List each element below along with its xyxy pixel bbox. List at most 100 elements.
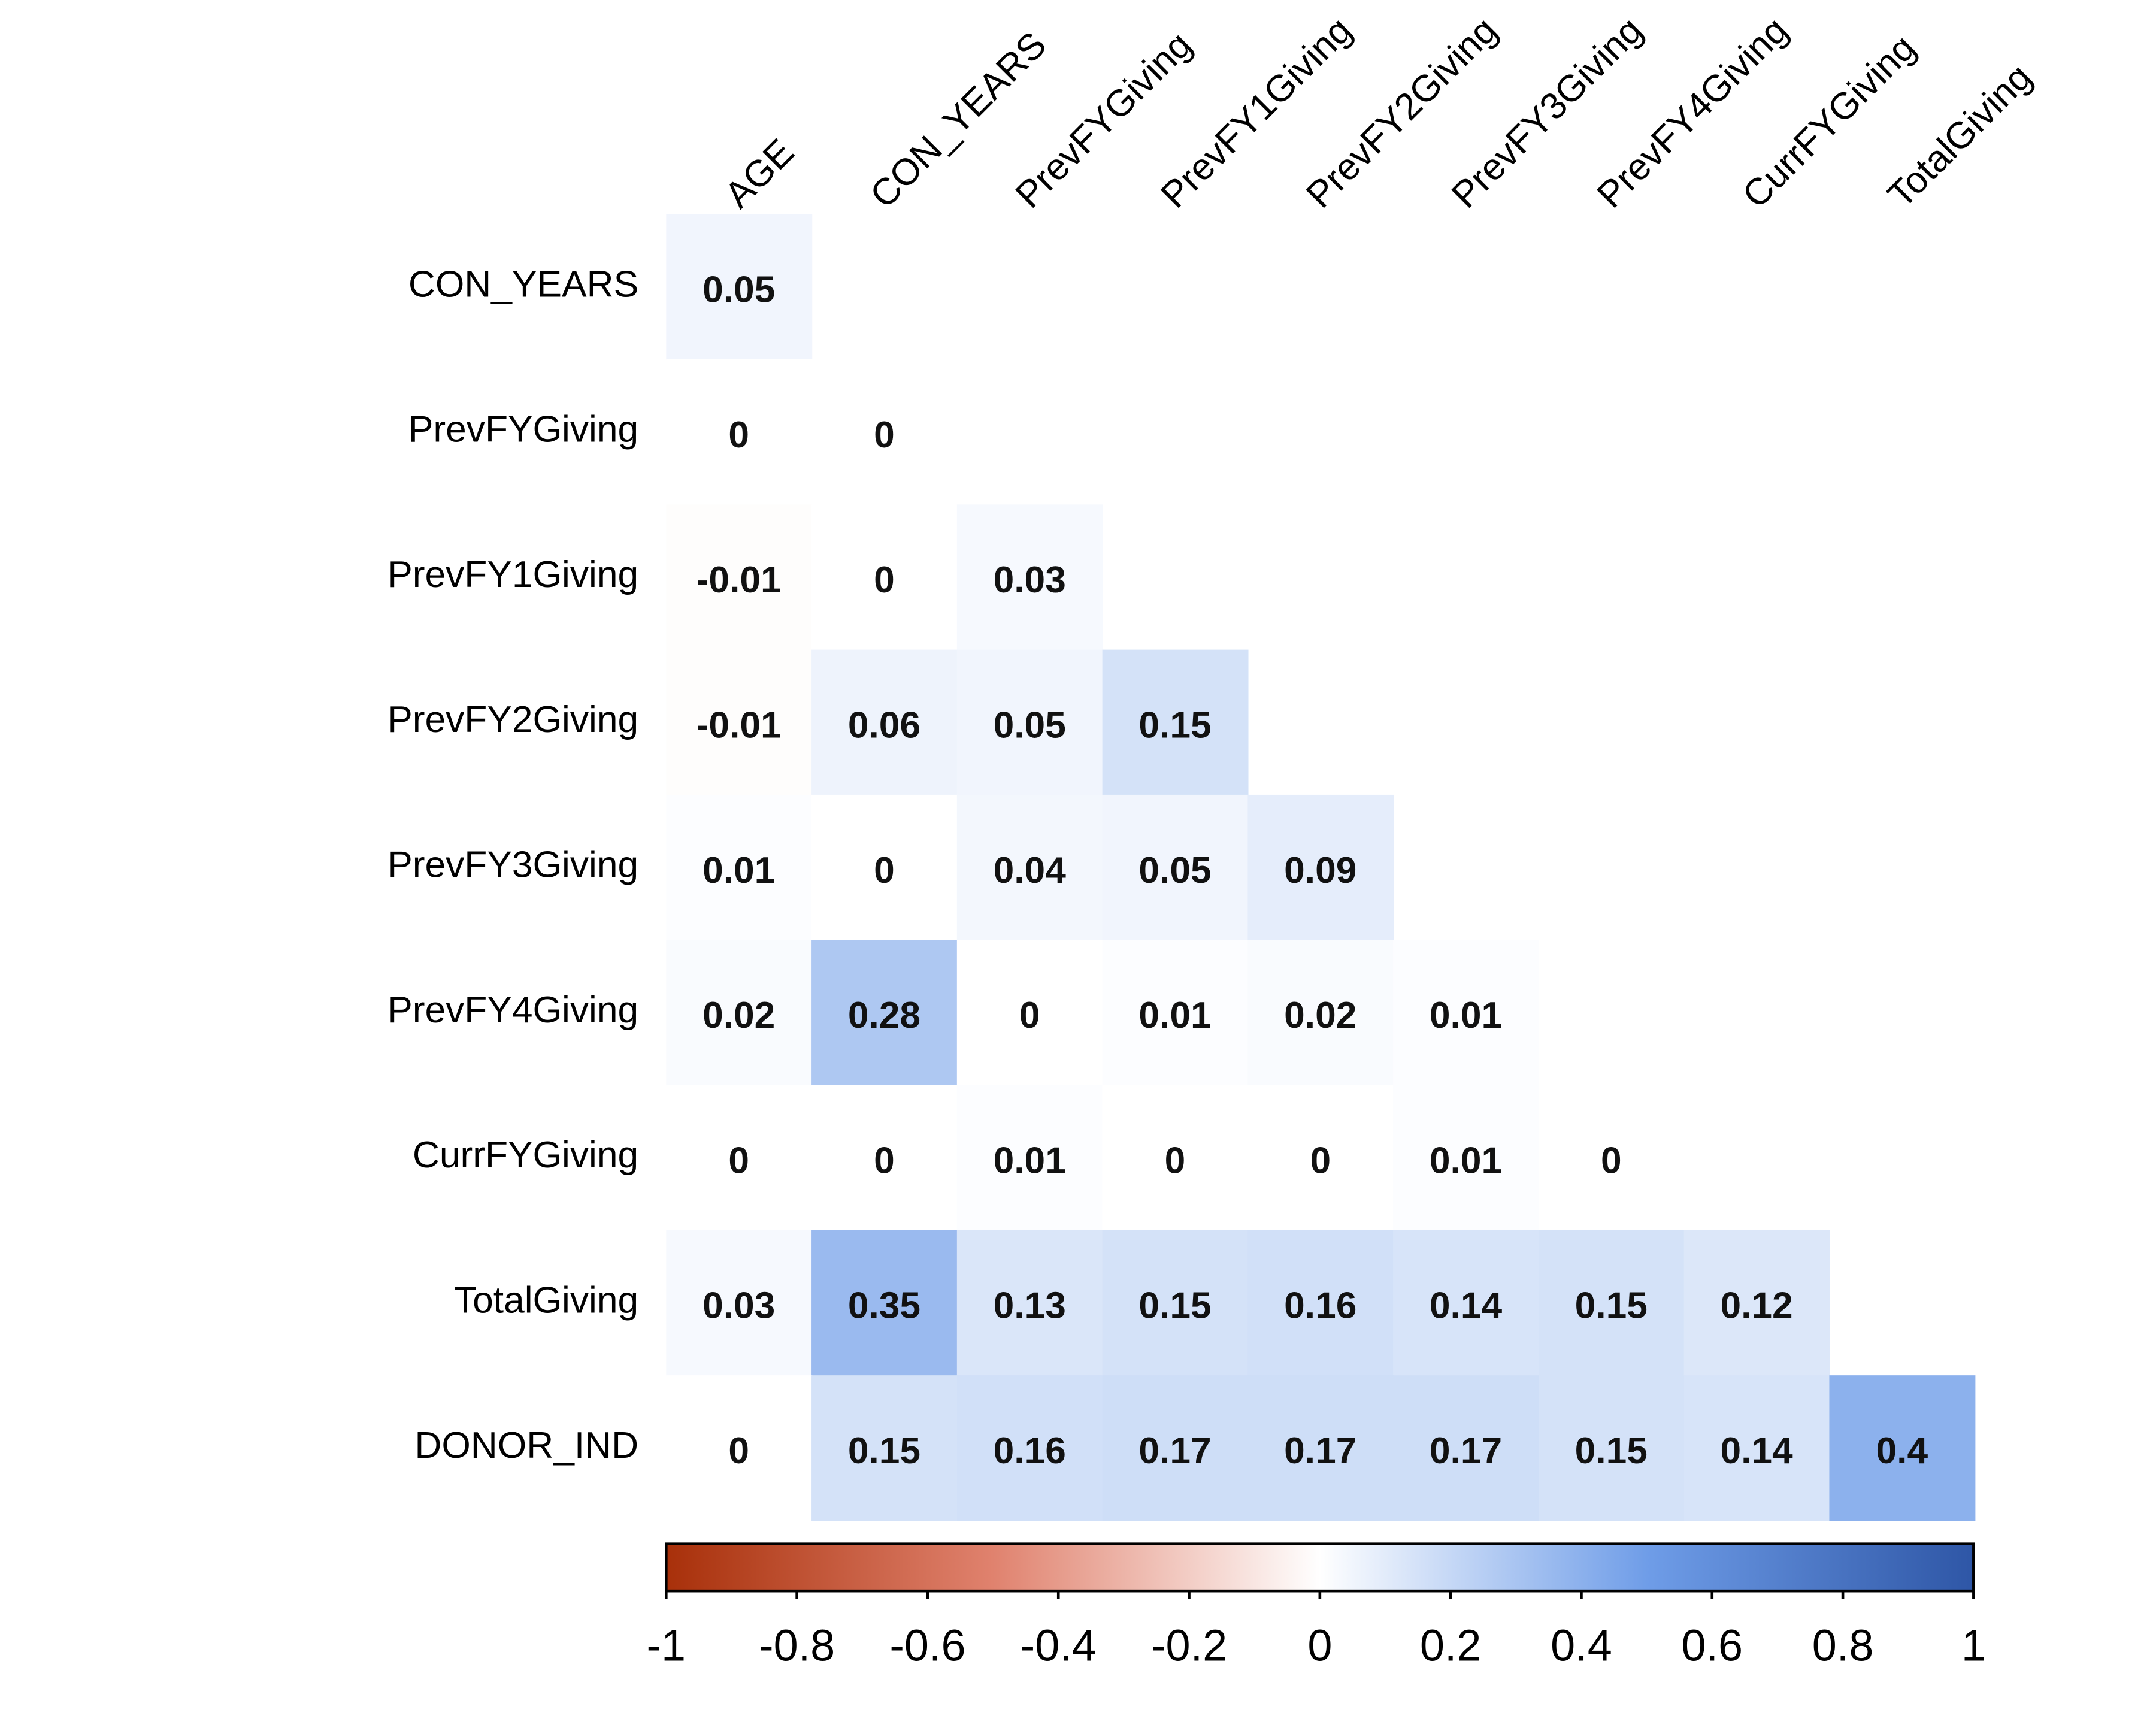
heatmap-cell (811, 794, 958, 941)
row-label: DONOR_IND (414, 1425, 638, 1466)
cell-value: 0.01 (1138, 995, 1211, 1036)
heatmap-cell (811, 1375, 958, 1521)
cell-value: 0.17 (1430, 1430, 1502, 1472)
heatmap-cell (811, 649, 958, 796)
cell-value: 0 (728, 1430, 749, 1472)
heatmap-cell (956, 1085, 1103, 1231)
heatmap-cell (956, 794, 1103, 941)
cell-value: 0.15 (1138, 704, 1211, 746)
heatmap-cell (666, 1085, 813, 1231)
row-label: CON_YEARS (408, 264, 638, 305)
cell-value: 0.14 (1430, 1285, 1503, 1327)
heatmap-cell (666, 794, 813, 941)
cell-value: 0.09 (1284, 850, 1356, 891)
cell-value: 0.03 (994, 559, 1066, 601)
heatmap-cell (1393, 1230, 1540, 1376)
colorbar (665, 1542, 1975, 1593)
row-label: CurrFYGiving (413, 1134, 638, 1176)
heatmap-cell (811, 359, 958, 506)
heatmap-cell (811, 1085, 958, 1231)
cell-value: 0 (874, 559, 895, 601)
cell-value: 0.14 (1720, 1430, 1793, 1472)
column-label: AGE (717, 131, 802, 216)
cell-value: -0.01 (697, 704, 782, 746)
colorbar-tick-label: -0.8 (759, 1621, 835, 1670)
cell-value: -0.01 (697, 559, 782, 601)
heatmap-cell (956, 1375, 1103, 1521)
colorbar-tick-label: -1 (646, 1621, 686, 1670)
cell-value: 0.04 (994, 850, 1067, 891)
cell-value: 0.12 (1720, 1285, 1792, 1327)
cell-value: 0.17 (1138, 1430, 1211, 1472)
colorbar-tick-label: 0.6 (1681, 1621, 1743, 1670)
row-label: PrevFY2Giving (387, 699, 638, 740)
colorbar-tick-label: -0.6 (889, 1621, 965, 1670)
heatmap-cell (1102, 649, 1249, 796)
heatmap-cell (811, 504, 958, 650)
cell-value: 0.02 (702, 995, 775, 1036)
heatmap-cell (1102, 1375, 1249, 1521)
heatmap-cell (956, 1230, 1103, 1376)
cell-value: 0.15 (1575, 1430, 1648, 1472)
cell-value: 0.28 (848, 995, 920, 1036)
colorbar-tick-label: 0 (1307, 1621, 1332, 1670)
cell-value: 0.17 (1284, 1430, 1356, 1472)
heatmap-cell (1102, 794, 1249, 941)
heatmap-cell (1247, 794, 1394, 941)
heatmap-cell (1538, 1230, 1685, 1376)
row-label: PrevFY3Giving (387, 845, 638, 886)
cell-value: 0.35 (848, 1285, 920, 1327)
heatmap-cell (666, 1375, 813, 1521)
heatmap-cell (811, 1230, 958, 1376)
heatmap-cell (1538, 1375, 1685, 1521)
heatmap-cell (666, 359, 813, 506)
heatmap-cell (1683, 1230, 1830, 1376)
cell-value: 0.01 (1430, 1140, 1502, 1181)
heatmap-cell (1247, 1375, 1394, 1521)
cell-value: 0.15 (848, 1430, 920, 1472)
heatmap-cell (1247, 940, 1394, 1086)
row-label: PrevFY1Giving (387, 554, 638, 595)
colorbar-tick-label: 1 (1961, 1621, 1986, 1670)
cell-value: 0 (874, 414, 895, 456)
colorbar-tick-label: 0.8 (1812, 1621, 1874, 1670)
colorbar-tick-label: 0.2 (1420, 1621, 1482, 1670)
row-label: TotalGiving (454, 1279, 638, 1321)
heatmap-cell (666, 214, 813, 361)
row-label: PrevFYGiving (408, 409, 638, 450)
heatmap-cell (1247, 1230, 1394, 1376)
heatmap-cell (1393, 1375, 1540, 1521)
cell-value: 0 (1310, 1140, 1331, 1181)
heatmap-cell (956, 940, 1103, 1086)
cell-value: 0.15 (1575, 1285, 1648, 1327)
column-label: TotalGiving (1880, 56, 2040, 216)
cell-value: 0.13 (994, 1285, 1066, 1327)
cell-value: 0.05 (702, 270, 775, 311)
heatmap-cell (1247, 1085, 1394, 1231)
heatmap-cell (811, 940, 958, 1086)
cell-value: 0.16 (1284, 1285, 1356, 1327)
colorbar-tick-label: -0.4 (1021, 1621, 1097, 1670)
heatmap-cell (1393, 1085, 1540, 1231)
heatmap-cell (666, 940, 813, 1086)
cell-value: 0 (1601, 1140, 1622, 1181)
cell-value: 0.06 (848, 704, 920, 746)
heatmap-cell (1829, 1375, 1976, 1521)
heatmap-cell (956, 504, 1103, 650)
cell-value: 0.4 (1876, 1430, 1928, 1472)
cell-value: 0 (1019, 995, 1040, 1036)
cell-value: 0 (874, 850, 895, 891)
heatmap-cell (1393, 940, 1540, 1086)
heatmap-cell (1102, 940, 1249, 1086)
heatmap-cell (1538, 1085, 1685, 1231)
cell-value: 0 (874, 1140, 895, 1181)
heatmap-cell (666, 649, 813, 796)
cell-value: 0.16 (994, 1430, 1066, 1472)
cell-value: 0.15 (1138, 1285, 1211, 1327)
heatmap-cell (956, 649, 1103, 796)
cell-value: 0.02 (1284, 995, 1356, 1036)
cell-value: 0.05 (994, 704, 1066, 746)
row-label: PrevFY4Giving (387, 989, 638, 1031)
